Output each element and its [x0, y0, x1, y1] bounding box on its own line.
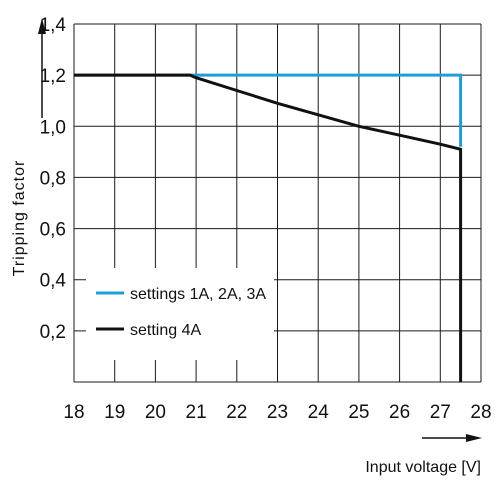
x-tick-label-23: 23: [267, 402, 288, 423]
x-tick-label-28: 28: [470, 402, 491, 423]
x-axis-arrow-head: [466, 434, 482, 442]
axes: [38, 18, 482, 442]
y-axis-title: Tripping factor: [11, 160, 28, 277]
x-tick-label-19: 19: [104, 402, 125, 423]
y-tick-label-1: 0,4: [40, 271, 67, 292]
x-tick-label-21: 21: [186, 402, 207, 423]
x-tick-label-24: 24: [308, 402, 330, 423]
legend-box: [86, 268, 274, 360]
x-tick-label-22: 22: [226, 402, 247, 423]
y-tick-label-2: 0,6: [40, 220, 66, 241]
legend-label-series-2: setting 4A: [130, 322, 201, 339]
tick-labels: 18 19 20 21 22 23 24 25 26 27 28 0,2 0,4 0,6 0,8 1,0 1,2…: [40, 15, 492, 423]
x-tick-label-20: 20: [145, 402, 166, 423]
x-axis-title: Input voltage [V]: [365, 459, 481, 476]
x-tick-label-18: 18: [63, 402, 84, 423]
x-tick-label-25: 25: [348, 402, 369, 423]
y-tick-label-0: 0,2: [40, 322, 66, 343]
y-tick-label-4: 1,0: [40, 117, 66, 138]
x-tick-label-26: 26: [389, 402, 410, 423]
y-axis-arrow-head: [38, 18, 46, 34]
series-line-2: [74, 73, 463, 382]
x-tick-label-27: 27: [430, 402, 451, 423]
y-tick-label-5: 1,2: [40, 66, 66, 87]
y-tick-label-3: 0,8: [40, 168, 66, 189]
y-tick-label-6: 1,4: [40, 15, 67, 36]
series-lines: [74, 73, 463, 382]
legend: settings 1A, 2A, 3A setting 4A: [86, 268, 274, 360]
legend-label-series-1: settings 1A, 2A, 3A: [130, 286, 266, 303]
